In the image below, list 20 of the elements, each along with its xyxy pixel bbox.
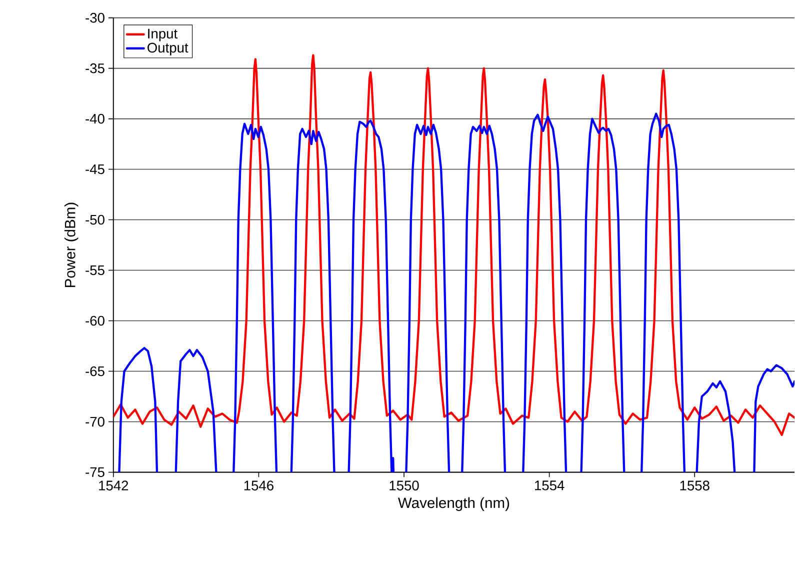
x-tick-label: 1542 <box>99 480 128 490</box>
y-tick-label: -55 <box>86 265 104 275</box>
y-tick-label: -70 <box>86 416 104 427</box>
y-tick-label: -60 <box>86 316 104 326</box>
y-axis-title: Power (dBm) <box>64 202 78 287</box>
y-tick-label: -40 <box>86 114 104 124</box>
x-tick-label: 1554 <box>535 480 564 490</box>
line-series <box>113 54 795 436</box>
y-tick-label: -75 <box>86 467 104 477</box>
y-tick-label: -50 <box>86 214 104 225</box>
legend-label: Input <box>148 28 178 42</box>
y-tick-label: -45 <box>86 164 104 174</box>
y-tick-label: -30 <box>86 12 104 23</box>
x-tick-label: 1550 <box>390 480 419 490</box>
x-tick-label: 1558 <box>680 480 710 490</box>
y-tick-label: -35 <box>86 63 104 74</box>
legend-label: Output <box>148 42 188 56</box>
y-tick-label: -65 <box>86 366 104 376</box>
x-tick-label: 1546 <box>244 480 274 490</box>
x-axis-title: Wavelength (nm) <box>398 497 510 511</box>
